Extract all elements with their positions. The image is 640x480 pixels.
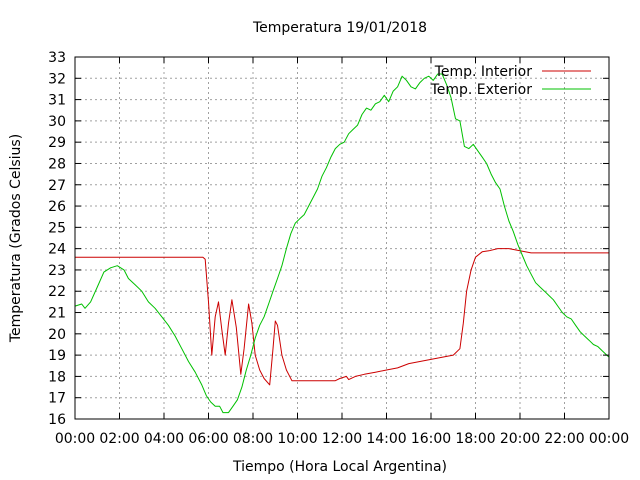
x-tick-label: 04:00 [144,431,184,447]
tick-layer: 00:00 02:00 04:00 06:00 08:00 10:00 12:00 14:00… [48,50,629,447]
legend-label: Temp. Interior [434,64,533,80]
y-tick-label: 19 [48,348,66,364]
y-tick-label: 17 [48,391,66,407]
y-tick-label: 21 [48,306,66,322]
series-layer [74,73,610,414]
legend-label: Temp. Exterior [430,82,533,98]
x-axis-title: Tiempo (Hora Local Argentina) [232,459,447,475]
y-tick-label: 30 [48,114,66,130]
y-tick-label: 29 [48,135,66,151]
y-tick-label: 20 [48,327,66,343]
x-tick-label: 22:00 [544,431,584,447]
x-tick-label: 10:00 [277,431,317,447]
y-tick-label: 28 [48,156,66,172]
y-tick-label: 24 [48,242,66,258]
y-tick-label: 18 [48,369,66,385]
grid [75,57,609,419]
x-tick-label: 06:00 [188,431,228,447]
x-tick-label: 08:00 [233,431,273,447]
y-tick-label: 26 [48,199,66,215]
y-tick-label: 33 [48,50,66,66]
y-tick-label: 25 [48,220,66,236]
x-tick-label: 14:00 [366,431,406,447]
series-line-exterior [74,73,610,414]
y-tick-label: 22 [48,284,66,300]
x-tick-label: 16:00 [411,431,451,447]
x-tick-label: 18:00 [455,431,495,447]
x-tick-label: 20:00 [500,431,540,447]
chart-title: Temperatura 19/01/2018 [252,20,427,36]
y-tick-label: 16 [48,412,66,428]
x-tick-label: 00:00 [589,431,629,447]
y-axis-title: Temperatura (Grados Celsius) [8,134,24,343]
series-line-interior [75,248,609,386]
legend: Temp. Interior Temp. Exterior [430,64,591,98]
x-tick-label: 00:00 [55,431,95,447]
y-tick-label: 27 [48,178,66,194]
x-tick-label: 02:00 [99,431,139,447]
y-tick-label: 23 [48,263,66,279]
y-tick-label: 31 [48,93,66,109]
y-tick-label: 32 [48,71,66,87]
x-tick-label: 12:00 [322,431,362,447]
